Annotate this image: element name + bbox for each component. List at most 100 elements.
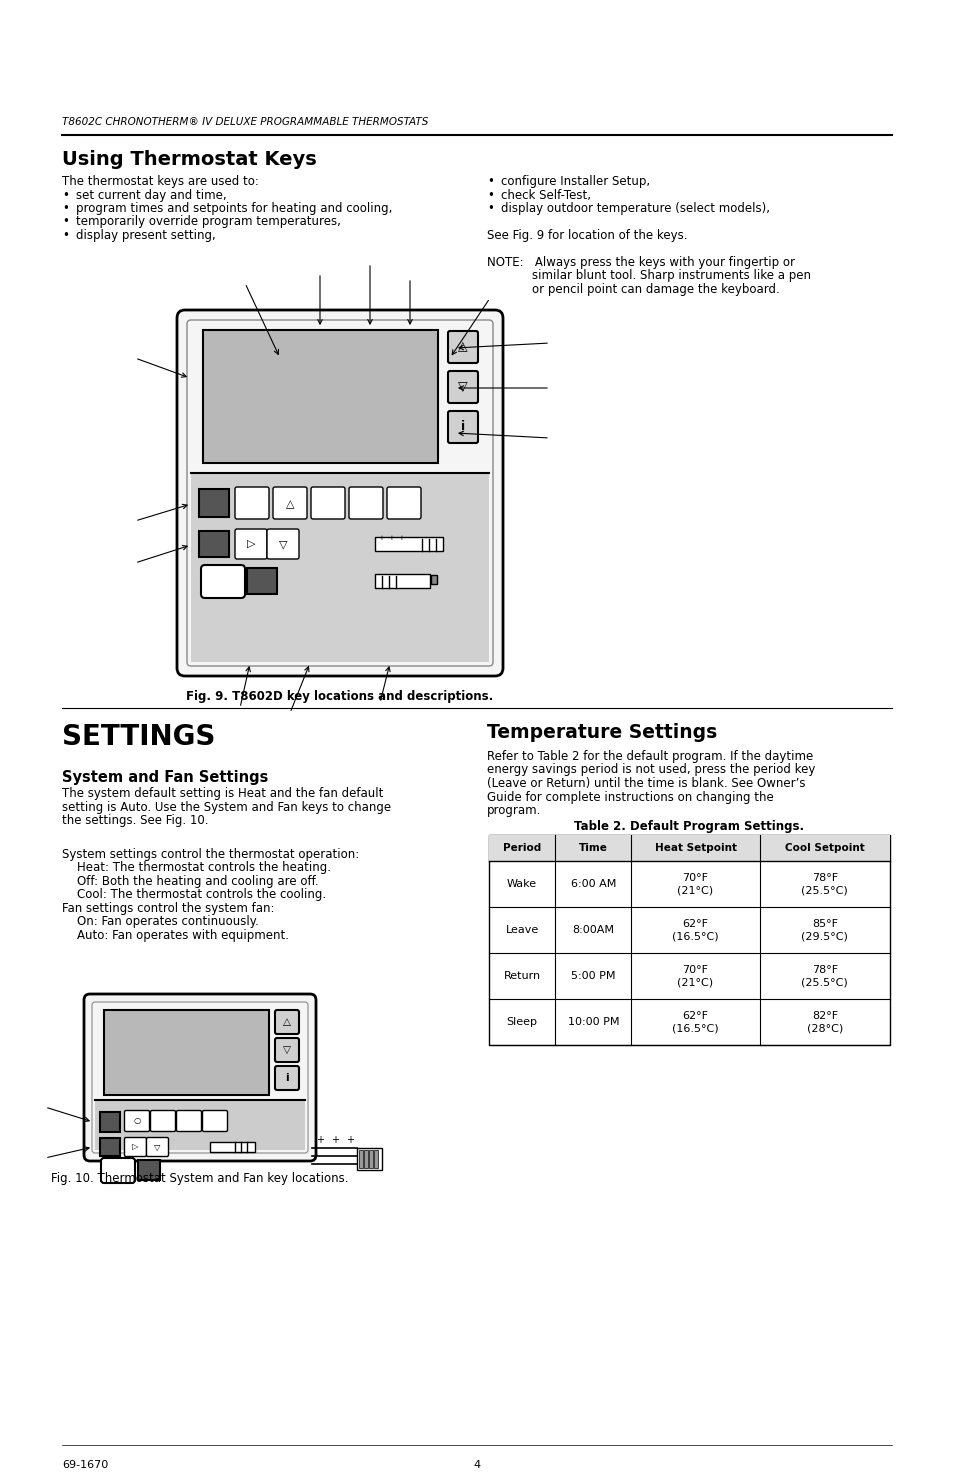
Text: Time: Time [578,844,607,853]
Text: Wake: Wake [506,879,537,889]
Text: △: △ [286,499,294,509]
Bar [431,575,436,584]
Bar [95,1100,305,1150]
Bar [191,473,489,662]
Text: or pencil point can damage the keyboard.: or pencil point can damage the keyboard. [486,283,779,296]
Text: On: Fan operates continuously.: On: Fan operates continuously. [62,916,258,928]
FancyBboxPatch shape [274,1066,298,1090]
Text: Using Thermostat Keys: Using Thermostat Keys [62,150,316,170]
Text: Fig. 10. Thermostat System and Fan key locations.: Fig. 10. Thermostat System and Fan key l… [51,1173,349,1184]
Text: Table 2. Default Program Settings.: Table 2. Default Program Settings. [574,820,803,833]
Text: configure Installer Setup,: configure Installer Setup, [500,176,649,187]
Text: 62°F
(16.5°C): 62°F (16.5°C) [672,1010,718,1032]
Bar [210,1142,254,1152]
FancyBboxPatch shape [234,487,269,519]
Text: NOTE:   Always press the keys with your fingertip or: NOTE: Always press the keys with your fi… [486,257,794,268]
Text: Leave: Leave [505,925,538,935]
Text: •: • [486,202,494,215]
Text: 4: 4 [473,1460,480,1471]
FancyBboxPatch shape [84,994,315,1161]
FancyBboxPatch shape [201,565,245,597]
Text: System settings control the thermostat operation:: System settings control the thermostat o… [62,848,359,861]
Text: energy savings period is not used, press the period key: energy savings period is not used, press… [486,764,815,776]
FancyBboxPatch shape [267,530,298,559]
Text: •: • [62,215,69,229]
Text: +: + [331,1134,338,1145]
Bar [489,835,889,1044]
Text: See Fig. 9 for location of the keys.: See Fig. 9 for location of the keys. [486,229,687,242]
Text: Fig. 9. T8602D key locations and descriptions.: Fig. 9. T8602D key locations and descrip… [186,690,493,704]
Text: Cool Setpoint: Cool Setpoint [784,844,863,853]
Text: i: i [285,1072,289,1083]
Text: check Self-Test,: check Self-Test, [500,189,590,202]
Bar [369,1150,373,1168]
Bar [358,1150,363,1168]
Text: •: • [62,229,69,242]
Text: setting is Auto. Use the System and Fan keys to change: setting is Auto. Use the System and Fan … [62,801,391,814]
FancyBboxPatch shape [101,1158,135,1183]
Text: SETTINGS: SETTINGS [62,723,215,751]
Text: program times and setpoints for heating and cooling,: program times and setpoints for heating … [76,202,392,215]
Text: Sleep: Sleep [506,1016,537,1027]
Text: +: + [388,535,394,541]
Text: ▽: ▽ [283,1044,291,1055]
Text: Auto: Fan operates with equipment.: Auto: Fan operates with equipment. [62,929,289,941]
FancyBboxPatch shape [147,1137,169,1156]
Text: 69-1670: 69-1670 [62,1460,108,1471]
Text: System and Fan Settings: System and Fan Settings [62,770,268,785]
FancyBboxPatch shape [311,487,345,519]
FancyBboxPatch shape [234,530,267,559]
Text: similar blunt tool. Sharp instruments like a pen: similar blunt tool. Sharp instruments li… [486,270,810,283]
Bar [104,1010,269,1094]
Text: set current day and time,: set current day and time, [76,189,227,202]
FancyBboxPatch shape [448,412,477,442]
Text: Heat Setpoint: Heat Setpoint [654,844,736,853]
FancyBboxPatch shape [448,330,477,363]
Text: Period: Period [502,844,540,853]
FancyBboxPatch shape [177,310,502,676]
FancyBboxPatch shape [125,1111,150,1131]
Text: 6:00 AM: 6:00 AM [570,879,616,889]
Text: ▽: ▽ [457,381,467,394]
FancyBboxPatch shape [274,1010,298,1034]
FancyBboxPatch shape [273,487,307,519]
Bar [374,1150,377,1168]
Text: 70°F
(21°C): 70°F (21°C) [677,965,713,987]
Text: 78°F
(25.5°C): 78°F (25.5°C) [801,965,847,987]
FancyBboxPatch shape [125,1137,147,1156]
Text: ▷: ▷ [247,538,255,549]
Text: △: △ [283,1016,291,1027]
Bar [203,330,437,463]
Text: The system default setting is Heat and the fan default: The system default setting is Heat and t… [62,788,383,799]
Bar [356,1148,381,1170]
Text: Refer to Table 2 for the default program. If the daytime: Refer to Table 2 for the default program… [486,749,812,763]
Text: •: • [486,176,494,187]
Bar [375,537,442,552]
Bar [199,490,229,518]
FancyBboxPatch shape [387,487,420,519]
Text: program.: program. [486,804,540,817]
Text: •: • [62,189,69,202]
Text: 8:00AM: 8:00AM [572,925,614,935]
Text: ▽: ▽ [278,538,287,549]
Bar [489,835,889,861]
Text: 10:00 PM: 10:00 PM [567,1016,618,1027]
Text: Temperature Settings: Temperature Settings [486,723,717,742]
Text: +: + [346,1134,354,1145]
Text: (Leave or Return) until the time is blank. See Owner’s: (Leave or Return) until the time is blan… [486,777,804,791]
FancyBboxPatch shape [202,1111,227,1131]
Bar [138,1159,160,1180]
Text: i: i [460,420,464,434]
Text: 70°F
(21°C): 70°F (21°C) [677,873,713,895]
Text: The thermostat keys are used to:: The thermostat keys are used to: [62,176,258,187]
Bar [100,1139,120,1156]
Text: +: + [315,1134,324,1145]
FancyBboxPatch shape [176,1111,201,1131]
Text: Return: Return [503,971,540,981]
Text: •: • [62,202,69,215]
Text: ▷: ▷ [132,1143,138,1152]
Bar [375,574,430,589]
Text: temporarily override program temperatures,: temporarily override program temperature… [76,215,340,229]
Bar [364,1150,368,1168]
Bar [199,531,229,558]
